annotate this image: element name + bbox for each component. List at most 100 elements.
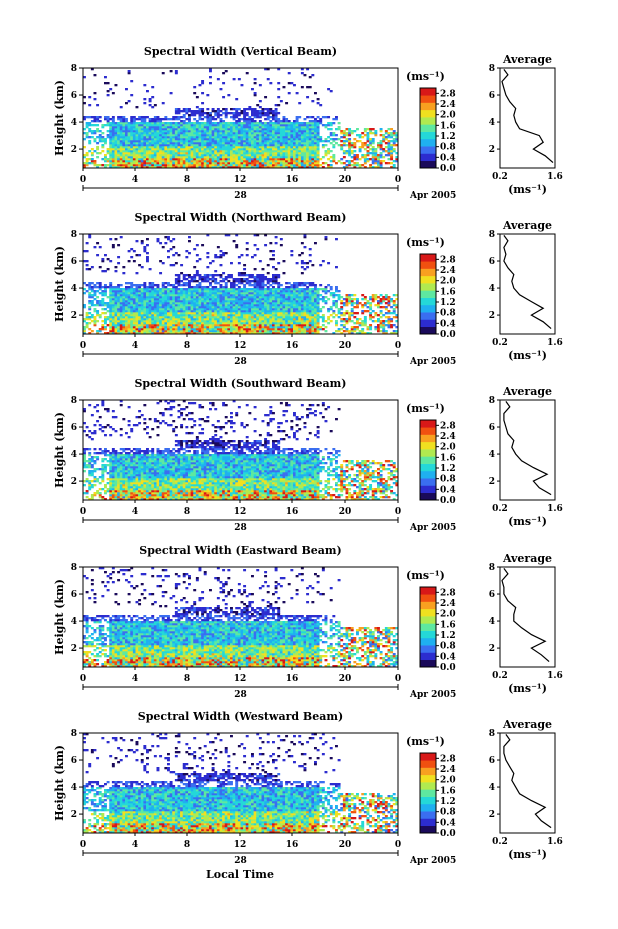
heatmap-cell [258, 326, 262, 329]
heatmap-cell [358, 140, 362, 143]
heatmap-cell [251, 326, 254, 329]
heatmap-cell [295, 116, 299, 119]
heatmap-cell [248, 326, 252, 329]
heatmap-cell [143, 316, 147, 319]
heatmap-cell [132, 136, 136, 139]
heatmap-cell [248, 126, 252, 129]
heatmap-cell [177, 130, 181, 133]
heatmap-cell [114, 154, 118, 157]
heatmap-cell [111, 308, 115, 311]
heatmap-cell [130, 150, 134, 153]
heatmap-cell [361, 146, 365, 149]
heatmap-cell [206, 256, 210, 259]
heatmap-cell [159, 260, 163, 263]
heatmap-cell [300, 322, 304, 325]
heatmap-cell [214, 306, 218, 309]
heatmap-cell [174, 108, 178, 111]
heatmap-cell [209, 282, 212, 285]
heatmap-cell [293, 308, 296, 311]
heatmap-cell [104, 294, 107, 297]
heatmap-cell [235, 150, 239, 153]
heatmap-cell [90, 314, 94, 317]
heatmap-cell [274, 332, 278, 335]
heatmap-cell [151, 130, 155, 133]
heatmap-cell [214, 162, 218, 165]
heatmap-cell [169, 122, 173, 125]
heatmap-cell [237, 328, 241, 331]
heatmap-cell [227, 316, 231, 319]
heatmap-cell [277, 112, 281, 115]
heatmap-cell [245, 320, 249, 323]
heatmap-cell [308, 132, 312, 135]
heatmap-cell [114, 306, 118, 309]
heatmap-cell [122, 154, 126, 157]
heatmap-cell [185, 156, 189, 159]
heatmap-cell [235, 300, 239, 303]
heatmap-cell [209, 156, 212, 159]
heatmap-cell [143, 122, 147, 125]
heatmap-cell [311, 144, 315, 147]
heatmap-cell [230, 166, 233, 169]
heatmap-cell [230, 320, 233, 323]
heatmap-cell [193, 324, 197, 327]
heatmap-cell [287, 330, 291, 333]
heatmap-cell [230, 302, 233, 305]
heatmap-cell [83, 118, 86, 121]
heatmap-cell [143, 102, 147, 105]
heatmap-cell [366, 146, 370, 149]
heatmap-cell [182, 166, 186, 169]
heatmap-cell [272, 288, 275, 291]
heatmap-cell [285, 122, 289, 125]
heatmap-cell [148, 322, 152, 325]
heatmap-cell [258, 142, 262, 145]
heatmap-cell [148, 100, 152, 103]
heatmap-cell [127, 310, 131, 313]
heatmap-cell [253, 322, 257, 325]
heatmap-cell [109, 328, 113, 331]
heatmap-cell [119, 120, 123, 123]
heatmap-cell [101, 294, 105, 297]
heatmap-cell [371, 146, 375, 149]
heatmap-cell [272, 276, 275, 279]
heatmap-cell [306, 144, 310, 147]
heatmap-cell [298, 160, 302, 163]
heatmap-cell [287, 324, 291, 327]
heatmap-cell [230, 136, 233, 139]
heatmap-cell [114, 288, 118, 291]
heatmap-cell [193, 148, 197, 151]
heatmap-cell [230, 284, 233, 287]
heatmap-cell [240, 156, 244, 159]
heatmap-cell [224, 134, 228, 137]
heatmap-cell [243, 298, 247, 301]
heatmap-cell [193, 326, 197, 329]
heatmap-cell [146, 314, 149, 317]
heatmap-cell [180, 320, 184, 323]
heatmap-cell [122, 314, 126, 317]
heatmap-cell [180, 154, 184, 157]
heatmap-cell [182, 308, 186, 311]
heatmap-cell [111, 120, 115, 123]
heatmap-cell [256, 330, 260, 333]
heatmap-cell [164, 166, 168, 169]
heatmap-cell [348, 132, 352, 135]
heatmap-cell [138, 302, 142, 305]
heatmap-cell [256, 248, 260, 251]
heatmap-cell [253, 160, 257, 163]
heatmap-cell [266, 164, 270, 167]
heatmap-cell [177, 166, 181, 169]
heatmap-cell [148, 310, 152, 313]
heatmap-cell [279, 310, 283, 313]
heatmap-cell [172, 328, 176, 331]
heatmap-cell [169, 154, 173, 157]
heatmap-cell [193, 266, 197, 269]
heatmap-cell [114, 312, 118, 315]
heatmap-cell [235, 294, 239, 297]
heatmap-cell [214, 282, 218, 285]
heatmap-cell [83, 282, 86, 285]
heatmap-cell [248, 122, 252, 125]
heatmap-cell [371, 140, 375, 143]
heatmap-cell [243, 332, 247, 335]
heatmap-cell [201, 132, 205, 135]
heatmap-cell [161, 142, 165, 145]
heatmap-cell [198, 128, 202, 131]
